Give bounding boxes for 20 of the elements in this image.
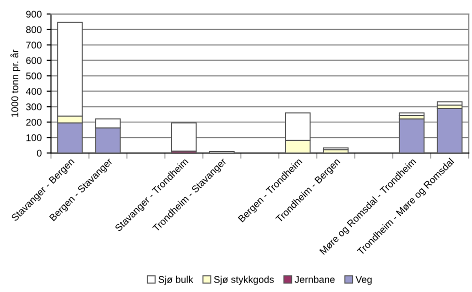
y-tick-label: 500: [26, 72, 42, 80]
y-tick-label: 400: [26, 88, 42, 95]
y-axis-title: 1000 tonn pr. år: [10, 50, 20, 117]
y-tick-label: 100: [26, 134, 42, 142]
y-tick-label: 300: [26, 103, 42, 110]
legend-label: Veg: [356, 276, 372, 285]
bar: [436, 101, 463, 106]
bar: [171, 122, 197, 152]
y-tick-label: 600: [26, 57, 42, 64]
bar: [398, 112, 425, 116]
bar: [398, 118, 425, 154]
legend-label: Jernbane: [294, 276, 335, 283]
y-tick-label: 800: [26, 26, 42, 34]
y-tick-label: 0: [36, 150, 42, 157]
y-tick-label: 700: [26, 42, 42, 49]
legend-label: Sjø stykkgods: [214, 276, 274, 285]
legend-label: Sjø bulk: [158, 276, 194, 285]
y-tick-label: 900: [26, 10, 42, 18]
bar: [436, 108, 463, 154]
y-tick-label: 200: [26, 118, 42, 126]
